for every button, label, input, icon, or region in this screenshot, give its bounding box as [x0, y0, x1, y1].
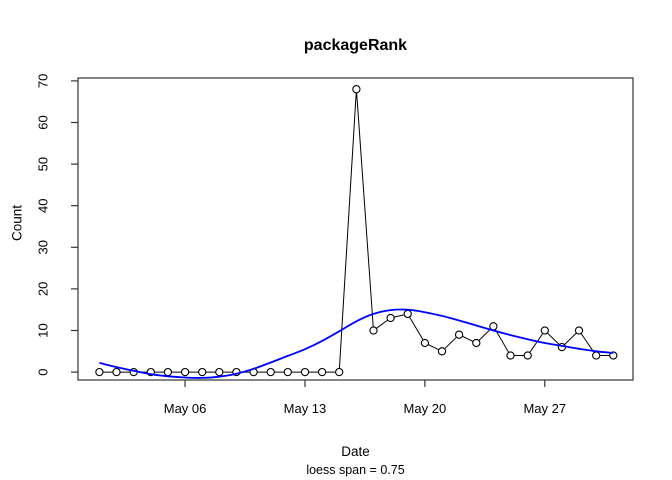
- data-point: [163, 367, 173, 377]
- x-axis-tick-label: May 06: [164, 401, 207, 416]
- count-series-line: [99, 89, 614, 373]
- y-axis-tick-label: 70: [36, 74, 51, 88]
- data-point: [403, 309, 412, 319]
- data-point: [198, 367, 207, 377]
- x-axis-tick-label: May 27: [523, 401, 566, 416]
- data-point: [592, 351, 601, 360]
- data-point: [266, 367, 275, 377]
- y-axis-tick-label: 30: [36, 240, 51, 254]
- data-point: [369, 326, 378, 335]
- y-axis-tick-label: 40: [36, 198, 51, 212]
- data-point: [112, 367, 121, 377]
- y-axis-tick-label: 0: [36, 368, 51, 375]
- x-axis-tick-label: May 13: [284, 401, 327, 416]
- data-point: [95, 367, 104, 377]
- data-point: [574, 326, 584, 335]
- data-point: [335, 367, 344, 377]
- loess-curve: [99, 308, 614, 379]
- data-point: [454, 330, 464, 339]
- plot-title: packageRank: [303, 37, 408, 54]
- y-axis-tick-label: 20: [36, 282, 51, 296]
- data-point: [540, 326, 549, 335]
- data-point: [506, 351, 515, 360]
- plot-box: [77, 77, 634, 381]
- data-point: [489, 322, 498, 331]
- data-point: [386, 313, 395, 323]
- data-point: [180, 367, 190, 377]
- data-point: [523, 351, 532, 360]
- data-point: [420, 338, 430, 348]
- data-point: [317, 367, 327, 377]
- x-axis-tick-label: May 20: [404, 401, 447, 416]
- data-point: [300, 367, 310, 377]
- data-point: [472, 338, 481, 348]
- x-axis-label: Date: [341, 444, 370, 459]
- loess-span-caption: loess span = 0.75: [306, 463, 405, 477]
- y-axis-tick-label: 10: [36, 323, 51, 337]
- y-axis-tick-label: 50: [36, 157, 51, 171]
- data-point: [352, 85, 361, 94]
- data-point: [215, 367, 224, 377]
- data-point: [283, 367, 292, 377]
- y-axis-tick-label: 60: [36, 115, 51, 129]
- data-point: [437, 347, 447, 356]
